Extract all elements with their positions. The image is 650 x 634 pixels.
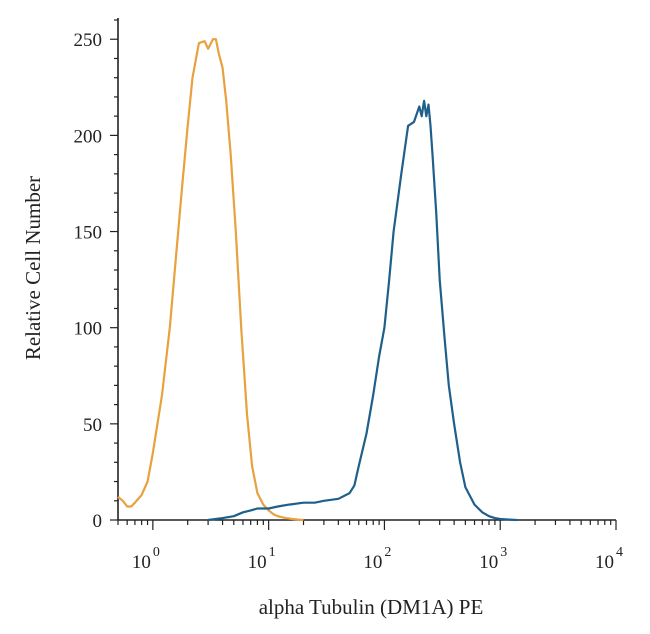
x-tick-base: 10: [248, 552, 267, 573]
y-axis-ticks: 0 50 100 150 200 250: [74, 19, 118, 532]
x-tick-exponent: 4: [616, 545, 623, 560]
x-tick-base: 10: [595, 552, 614, 573]
y-tick-label: 50: [83, 415, 102, 436]
y-tick-label: 0: [93, 511, 103, 532]
y-tick-label: 100: [74, 319, 103, 340]
x-axis-ticks: 10 0 10 1 10 2 10 3 10 4: [117, 520, 623, 573]
x-tick-exponent: 2: [384, 545, 391, 560]
x-tick-exponent: 0: [153, 545, 160, 560]
series-layer: [117, 38, 518, 522]
x-tick-base: 10: [132, 552, 151, 573]
x-tick-base: 10: [479, 552, 498, 573]
y-axis-title: Relative Cell Number: [21, 176, 45, 360]
x-tick-exponent: 1: [269, 545, 276, 560]
series-line-0: [117, 38, 304, 522]
x-tick-exponent: 3: [500, 545, 507, 560]
series-line-1: [207, 99, 518, 522]
y-tick-label: 200: [74, 126, 103, 147]
x-tick-base: 10: [363, 552, 382, 573]
x-axis-title: alpha Tubulin (DM1A) PE: [259, 595, 484, 619]
y-tick-label: 250: [74, 30, 103, 51]
y-tick-label: 150: [74, 223, 103, 244]
